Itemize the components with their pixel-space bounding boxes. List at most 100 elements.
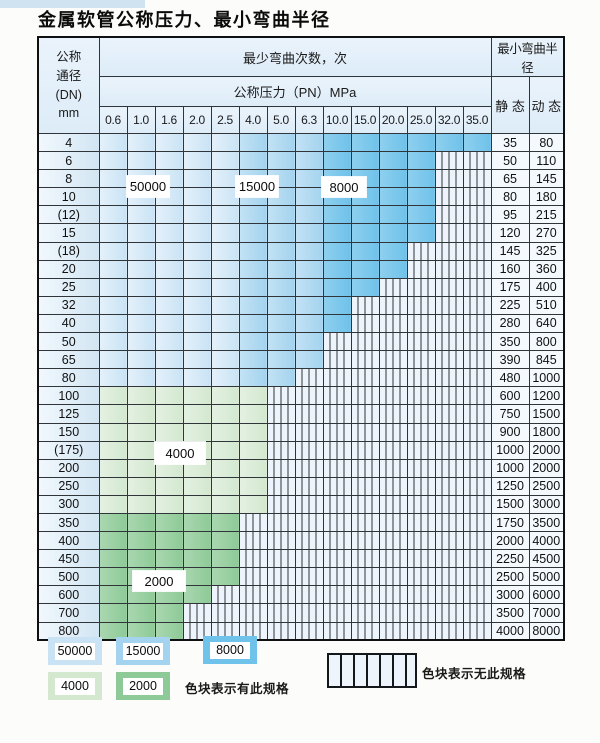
no-spec-cell xyxy=(462,549,492,569)
pressure-value: 32.0 xyxy=(434,106,464,134)
spec-cell xyxy=(238,313,268,334)
spec-cell xyxy=(378,151,408,171)
no-spec-cell xyxy=(462,386,492,406)
spec-cell xyxy=(266,295,296,315)
no-spec-cell xyxy=(434,603,464,623)
legend-swatch-label: 8000 xyxy=(210,641,250,659)
no-spec-cell xyxy=(406,277,436,297)
pressure-value: 20.0 xyxy=(378,106,408,134)
no-spec-cell xyxy=(434,295,464,315)
spec-cell xyxy=(182,512,212,533)
spec-cell xyxy=(266,368,296,388)
dn-cell: 20 xyxy=(37,259,100,279)
no-spec-cell xyxy=(406,404,436,424)
spec-cell xyxy=(98,585,128,605)
region-label: 15000 xyxy=(236,176,278,197)
spec-cell xyxy=(322,151,352,171)
static-radius-cell: 50 xyxy=(490,151,530,171)
spec-cell xyxy=(238,386,268,406)
spec-cell xyxy=(126,386,156,406)
no-spec-cell xyxy=(406,585,436,605)
static-radius-cell: 80 xyxy=(490,187,530,207)
static-radius-cell: 900 xyxy=(490,422,530,442)
table-row: 150 900 1800 xyxy=(37,422,565,442)
no-spec-cell xyxy=(182,621,212,641)
spec-cell xyxy=(154,621,184,641)
no-spec-cell xyxy=(350,585,380,605)
no-spec-cell xyxy=(210,585,240,605)
no-spec-cell xyxy=(322,404,352,424)
no-spec-cell xyxy=(322,476,352,496)
no-spec-cell xyxy=(434,368,464,388)
no-spec-cell xyxy=(462,332,492,352)
table-row: 600 3000 6000 xyxy=(37,585,565,605)
spec-cell xyxy=(238,132,268,153)
no-spec-cell xyxy=(350,549,380,569)
spec-table: 公称 通径 (DN) mm 最少弯曲次数，次 最小弯曲半径 公称压力（PN）MP… xyxy=(37,36,566,642)
spec-cell xyxy=(154,132,184,153)
static-radius-cell: 35 xyxy=(490,132,530,153)
no-spec-cell xyxy=(322,422,352,442)
spec-cell xyxy=(294,259,324,279)
table-row: (18) 145 325 xyxy=(37,241,565,261)
no-spec-cell xyxy=(406,350,436,370)
table-row: 350 1750 3500 xyxy=(37,512,565,533)
no-spec-cell xyxy=(294,368,324,388)
dn-cell: 500 xyxy=(37,567,100,587)
pressure-value: 6.3 xyxy=(294,106,324,134)
spec-cell xyxy=(266,132,296,153)
no-spec-cell xyxy=(462,567,492,587)
no-spec-cell xyxy=(462,313,492,334)
no-spec-cell xyxy=(378,603,408,623)
dynamic-radius-cell: 3000 xyxy=(528,494,565,514)
dynamic-radius-cell: 8000 xyxy=(528,621,565,641)
no-spec-cell xyxy=(378,567,408,587)
spec-cell xyxy=(98,241,128,261)
spec-cell xyxy=(98,621,128,641)
no-spec-cell xyxy=(350,567,380,587)
spec-cell xyxy=(98,531,128,551)
spec-cell xyxy=(98,187,128,207)
no-spec-cell xyxy=(406,313,436,334)
no-spec-cell xyxy=(434,567,464,587)
pressure-value: 0.6 xyxy=(98,106,128,134)
spec-cell xyxy=(210,151,240,171)
spec-cell xyxy=(294,205,324,225)
no-spec-cell xyxy=(294,458,324,478)
no-spec-cell xyxy=(238,531,268,551)
spec-cell xyxy=(154,350,184,370)
spec-cell xyxy=(98,386,128,406)
spec-cell xyxy=(378,169,408,189)
no-spec-cell xyxy=(266,476,296,496)
spec-cell xyxy=(294,187,324,207)
dn-cell: 8 xyxy=(37,169,100,189)
static-radius-cell: 175 xyxy=(490,277,530,297)
no-spec-cell xyxy=(294,386,324,406)
no-spec-cell xyxy=(322,603,352,623)
no-spec-cell xyxy=(322,440,352,460)
spec-cell xyxy=(126,494,156,514)
no-spec-cell xyxy=(350,332,380,352)
no-spec-cell xyxy=(294,512,324,533)
spec-cell xyxy=(266,205,296,225)
spec-cell xyxy=(406,223,436,243)
spec-cell xyxy=(154,151,184,171)
no-spec-cell xyxy=(378,494,408,514)
spec-cell xyxy=(406,151,436,171)
spec-cell xyxy=(98,313,128,334)
static-radius-cell: 95 xyxy=(490,205,530,225)
spec-cell xyxy=(154,404,184,424)
spec-cell xyxy=(126,458,156,478)
spec-cell xyxy=(126,259,156,279)
table-body: 4 35 80 6 50 110 8 65 145 10 80 180 (12) 95 215 15 120 27… xyxy=(37,132,565,641)
spec-cell xyxy=(182,585,212,605)
no-spec-cell xyxy=(406,621,436,641)
spec-cell xyxy=(98,549,128,569)
no-spec-cell xyxy=(406,440,436,460)
spec-cell xyxy=(182,350,212,370)
no-spec-cell xyxy=(294,621,324,641)
no-spec-cell xyxy=(322,332,352,352)
spec-cell xyxy=(126,332,156,352)
spec-cell xyxy=(98,567,128,587)
spec-cell xyxy=(266,259,296,279)
